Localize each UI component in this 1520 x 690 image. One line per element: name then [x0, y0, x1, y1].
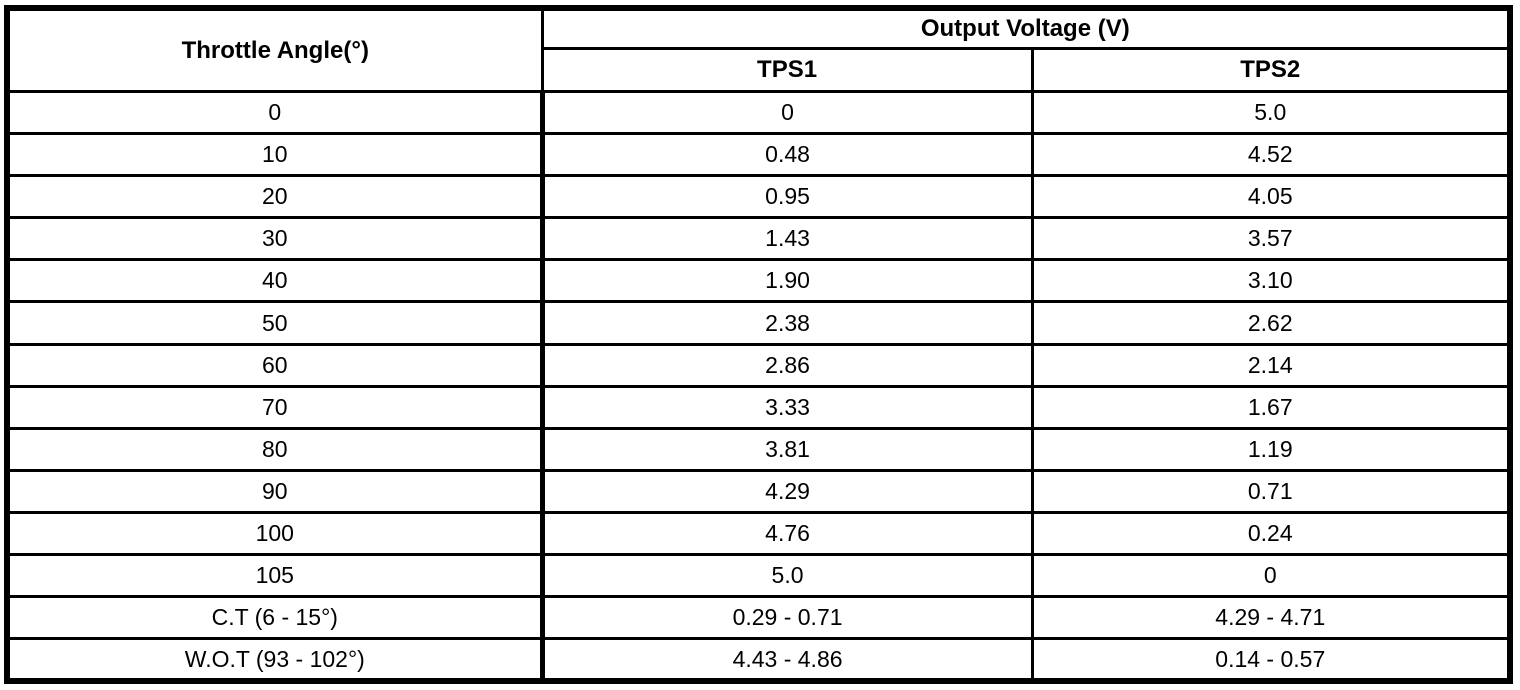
header-row-sub: TPS1 TPS2 [7, 47, 1512, 93]
tps2-value-cell: 3.10 [1030, 258, 1512, 304]
tps1-value-cell: 1.43 [540, 216, 1034, 262]
table-row: 60 2.86 2.14 [5, 342, 1512, 388]
table-row: C.T (6 - 15°) 0.29 - 0.71 4.29 - 4.71 [5, 595, 1512, 641]
table-row: 80 3.81 1.19 [5, 426, 1512, 472]
tps1-value-cell: 2.86 [540, 342, 1034, 388]
tps1-value-cell: 4.43 - 4.86 [540, 637, 1034, 683]
table-row: 0 0 5.0 [5, 89, 1512, 136]
throttle-angle-column-header: Throttle Angle(°) [5, 6, 544, 93]
tps2-value-cell: 4.29 - 4.71 [1030, 595, 1512, 641]
throttle-angle-cell: 20 [5, 174, 545, 220]
tps2-value-cell: 2.62 [1030, 300, 1512, 346]
throttle-angle-cell: W.O.T (93 - 102°) [5, 637, 545, 683]
tps2-value-cell: 0.24 [1030, 510, 1512, 557]
tps2-value-cell: 0.71 [1030, 468, 1512, 514]
tps2-value-cell: 5.0 [1030, 89, 1512, 136]
table-row: 10 0.48 4.52 [5, 132, 1512, 178]
table-row: 100 4.76 0.24 [5, 510, 1512, 557]
tps1-value-cell: 3.81 [540, 426, 1034, 472]
table-header: Throttle Angle(°) Output Voltage (V) TPS… [5, 6, 1512, 93]
tps2-value-cell: 3.57 [1030, 216, 1512, 262]
tps2-column-header: TPS2 [1030, 47, 1512, 93]
output-voltage-group-header: Output Voltage (V) [540, 6, 1512, 50]
throttle-angle-cell: C.T (6 - 15°) [5, 595, 545, 641]
tps1-value-cell: 0.29 - 0.71 [540, 595, 1034, 641]
tps2-value-cell: 4.05 [1030, 174, 1512, 220]
tps1-value-cell: 0.95 [540, 174, 1034, 220]
table-row: 40 1.90 3.10 [5, 258, 1512, 304]
throttle-angle-cell: 100 [5, 510, 545, 557]
tps1-value-cell: 5.0 [540, 553, 1034, 599]
table-row: 50 2.38 2.62 [5, 300, 1512, 346]
header-row-group: Throttle Angle(°) Output Voltage (V) [5, 6, 1512, 93]
tps2-value-cell: 4.52 [1030, 132, 1512, 178]
throttle-angle-cell: 70 [5, 384, 545, 430]
throttle-angle-cell: 80 [5, 426, 545, 472]
tps1-value-cell: 1.90 [540, 258, 1034, 304]
throttle-angle-cell: 60 [5, 342, 545, 388]
table-row: 20 0.95 4.05 [5, 174, 1512, 220]
tps2-value-cell: 1.19 [1030, 426, 1512, 472]
table-row: 70 3.33 1.67 [5, 384, 1512, 430]
throttle-angle-cell: 0 [5, 89, 545, 136]
tps1-value-cell: 4.29 [540, 468, 1034, 514]
throttle-angle-cell: 30 [5, 216, 545, 262]
tps1-value-cell: 4.76 [540, 510, 1034, 557]
tps1-column-header: TPS1 [540, 47, 1034, 93]
tps-voltage-table: Throttle Angle(°) Output Voltage (V) TPS… [4, 5, 1513, 684]
tps1-value-cell: 0.48 [540, 132, 1034, 178]
table-row: W.O.T (93 - 102°) 4.43 - 4.86 0.14 - 0.5… [5, 637, 1512, 683]
throttle-angle-cell: 50 [5, 300, 545, 346]
tps2-value-cell: 2.14 [1030, 342, 1512, 388]
table-row: 30 1.43 3.57 [5, 216, 1512, 262]
table-body: 0 0 5.0 10 0.48 4.52 20 0.95 4.05 30 1.4… [5, 89, 1512, 683]
table-row: 90 4.29 0.71 [5, 468, 1512, 514]
throttle-angle-cell: 40 [5, 258, 545, 304]
throttle-angle-cell: 105 [5, 553, 545, 599]
tps1-value-cell: 2.38 [540, 300, 1034, 346]
table-row: 105 5.0 0 [5, 553, 1512, 599]
tps1-value-cell: 0 [540, 89, 1034, 136]
throttle-angle-cell: 10 [5, 132, 545, 178]
tps2-value-cell: 1.67 [1030, 384, 1512, 430]
tps2-value-cell: 0 [1030, 553, 1512, 599]
throttle-angle-cell: 90 [5, 468, 545, 514]
tps2-value-cell: 0.14 - 0.57 [1030, 637, 1512, 683]
tps1-value-cell: 3.33 [540, 384, 1034, 430]
